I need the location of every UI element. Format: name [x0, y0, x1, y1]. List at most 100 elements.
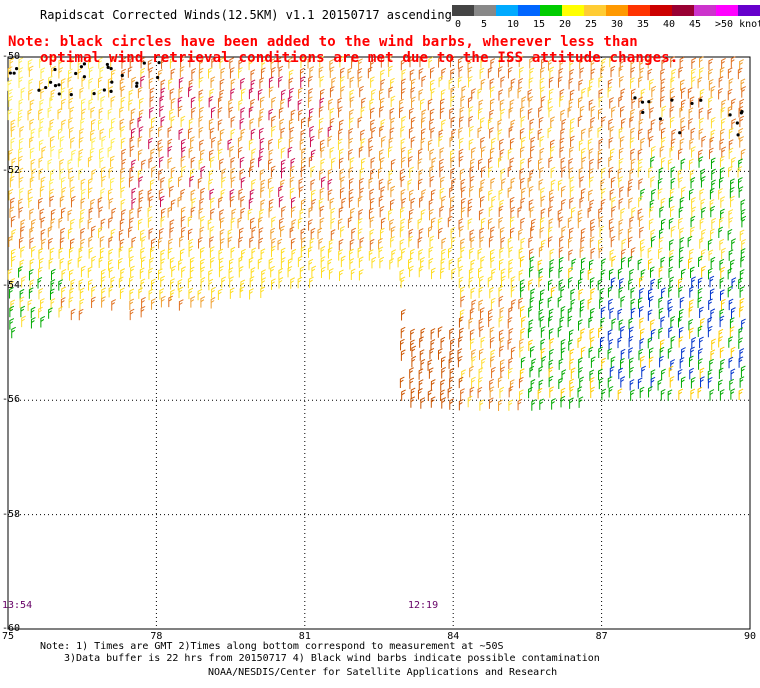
wind-barb — [57, 127, 63, 140]
wind-barb — [170, 97, 176, 110]
wind-barb — [569, 385, 575, 398]
wind-barb — [198, 158, 204, 170]
wind-barb — [670, 95, 676, 108]
wind-barb — [160, 116, 166, 128]
time-label-left: 13:54 — [2, 600, 33, 611]
wind-barb — [319, 139, 325, 151]
wind-barb — [620, 207, 626, 220]
wind-barb — [80, 117, 86, 130]
wind-barb — [740, 148, 746, 161]
wind-barb — [339, 187, 345, 199]
wind-barb — [419, 349, 425, 361]
wind-barb — [148, 66, 154, 79]
wind-barb — [609, 366, 615, 378]
wind-barb — [297, 255, 303, 268]
wind-barb — [287, 95, 293, 108]
wind-barb — [188, 238, 194, 251]
wind-barb — [339, 119, 344, 131]
wind-barb — [297, 276, 303, 289]
wind-barb — [628, 347, 634, 359]
wind-barb — [638, 118, 644, 131]
wind-barb — [199, 106, 204, 119]
wind-barb — [637, 166, 643, 178]
wind-barb — [399, 376, 405, 389]
wind-barb — [359, 237, 365, 249]
wind-barb — [678, 336, 684, 348]
wind-barb — [108, 166, 114, 179]
wind-barb — [598, 326, 603, 338]
colorbar-swatch — [474, 5, 496, 16]
wind-barb — [450, 86, 456, 98]
wind-barb — [50, 218, 56, 230]
wind-barb — [409, 166, 414, 179]
wind-barb — [488, 236, 494, 248]
wind-barb — [48, 237, 53, 250]
wind-barb — [380, 79, 386, 91]
wind-barb — [320, 256, 326, 268]
wind-barb — [611, 318, 617, 330]
wind-barb — [347, 67, 353, 79]
wind-barb — [610, 176, 616, 189]
wind-barb — [69, 106, 75, 119]
wind-barb — [320, 266, 326, 279]
wind-barb — [478, 286, 484, 299]
wind-barb — [87, 187, 93, 199]
wind-barb — [401, 68, 407, 81]
wind-barb — [409, 69, 415, 81]
wind-barb — [270, 265, 275, 278]
wind-barb — [449, 55, 455, 68]
wind-barb — [548, 226, 553, 238]
wind-barb — [389, 107, 395, 120]
wind-barb — [270, 165, 276, 178]
wind-barb — [248, 58, 254, 71]
wind-barb — [679, 357, 685, 369]
wind-barb — [217, 96, 223, 108]
wind-barb — [678, 326, 684, 339]
wind-barb — [627, 256, 633, 268]
wind-barb — [200, 296, 206, 308]
wind-barb — [407, 179, 413, 191]
wind-barb — [167, 206, 173, 218]
wind-barb — [97, 197, 103, 209]
wind-barb — [449, 135, 455, 148]
wind-barb — [508, 385, 514, 398]
wind-barb — [368, 145, 374, 158]
wind-barb — [469, 365, 474, 378]
wind-barb — [180, 115, 186, 128]
wind-barb — [108, 197, 114, 210]
wind-barb — [410, 86, 416, 99]
wind-barb — [537, 158, 543, 170]
wind-barb — [459, 309, 465, 321]
wind-barb — [270, 227, 276, 240]
wind-barb — [701, 206, 706, 219]
wind-barb — [40, 216, 46, 229]
wind-barb — [349, 89, 355, 101]
wind-barb — [500, 108, 506, 121]
wind-barb — [38, 108, 43, 121]
wind-barb — [100, 268, 106, 281]
wind-barb — [450, 226, 456, 239]
wind-barb — [60, 87, 66, 99]
wind-barb — [578, 167, 584, 179]
wind-barb — [217, 119, 223, 131]
wind-barb — [517, 398, 523, 411]
longitude-label: 78 — [150, 631, 163, 642]
colorbar-label: 5 — [481, 19, 488, 30]
wind-barb — [88, 247, 94, 259]
wind-barb — [409, 107, 414, 120]
wind-barb — [70, 278, 76, 291]
wind-barb — [338, 128, 343, 141]
wind-barb — [150, 246, 155, 258]
wind-barb — [47, 226, 53, 238]
wind-barb — [540, 289, 545, 301]
wind-barb — [330, 207, 336, 220]
wind-barb — [670, 359, 676, 371]
wind-barb — [570, 299, 576, 311]
wind-barb — [450, 116, 456, 129]
wind-barb — [69, 176, 75, 188]
wind-barb — [637, 297, 643, 309]
wind-barb — [567, 307, 573, 319]
wind-barb — [29, 147, 35, 159]
wind-barb — [639, 108, 645, 121]
wind-barb — [580, 257, 586, 269]
